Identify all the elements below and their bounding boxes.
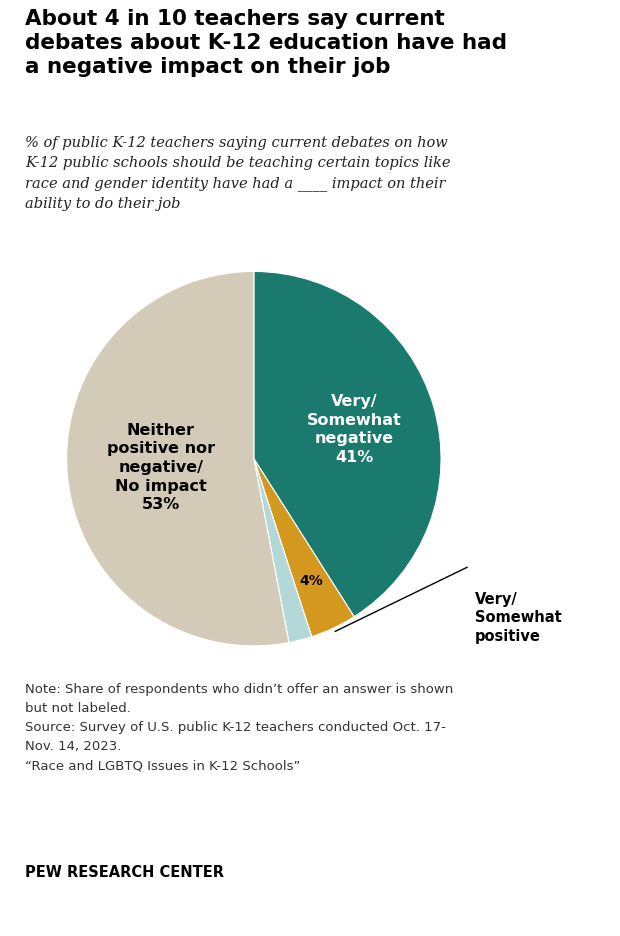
Text: Very/
Somewhat
positive: Very/ Somewhat positive — [475, 592, 562, 644]
Text: About 4 in 10 teachers say current
debates about K-12 education have had
a negat: About 4 in 10 teachers say current debat… — [25, 9, 507, 78]
Text: 4%: 4% — [299, 574, 323, 588]
Text: % of public K-12 teachers saying current debates on how
K-12 public schools shou: % of public K-12 teachers saying current… — [25, 136, 450, 211]
Text: Very/
Somewhat
negative
41%: Very/ Somewhat negative 41% — [307, 394, 402, 465]
Wedge shape — [66, 271, 289, 646]
Text: Neither
positive nor
negative/
No impact
53%: Neither positive nor negative/ No impact… — [107, 423, 215, 512]
Wedge shape — [254, 459, 354, 636]
Wedge shape — [254, 271, 441, 617]
Text: Note: Share of respondents who didn’t offer an answer is shown
but not labeled.
: Note: Share of respondents who didn’t of… — [25, 683, 453, 772]
Wedge shape — [254, 459, 312, 642]
Text: PEW RESEARCH CENTER: PEW RESEARCH CENTER — [25, 865, 224, 880]
